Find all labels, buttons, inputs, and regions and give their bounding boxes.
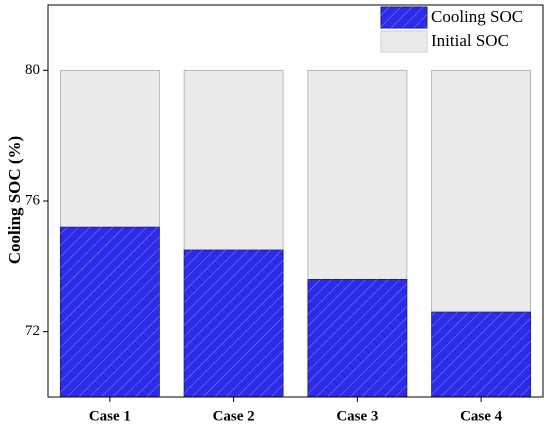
legend-swatch-hatch bbox=[381, 7, 427, 28]
x-tick-label: Case 1 bbox=[89, 408, 131, 424]
legend-label: Cooling SOC bbox=[431, 7, 523, 26]
bar-hatch bbox=[431, 312, 531, 397]
x-tick-label: Case 2 bbox=[213, 408, 255, 424]
y-tick-label: 72 bbox=[25, 323, 40, 339]
bar-hatch bbox=[60, 227, 160, 397]
y-axis-label: Cooling SOC (%) bbox=[5, 136, 24, 264]
x-tick-label: Case 3 bbox=[336, 408, 378, 424]
y-tick-label: 80 bbox=[25, 62, 40, 78]
legend-swatch bbox=[380, 30, 428, 53]
legend-label: Initial SOC bbox=[431, 31, 509, 50]
x-tick-label: Case 4 bbox=[460, 408, 503, 424]
bar-hatch bbox=[184, 250, 284, 397]
bar-hatch bbox=[307, 279, 407, 397]
y-tick-label: 76 bbox=[25, 192, 41, 208]
